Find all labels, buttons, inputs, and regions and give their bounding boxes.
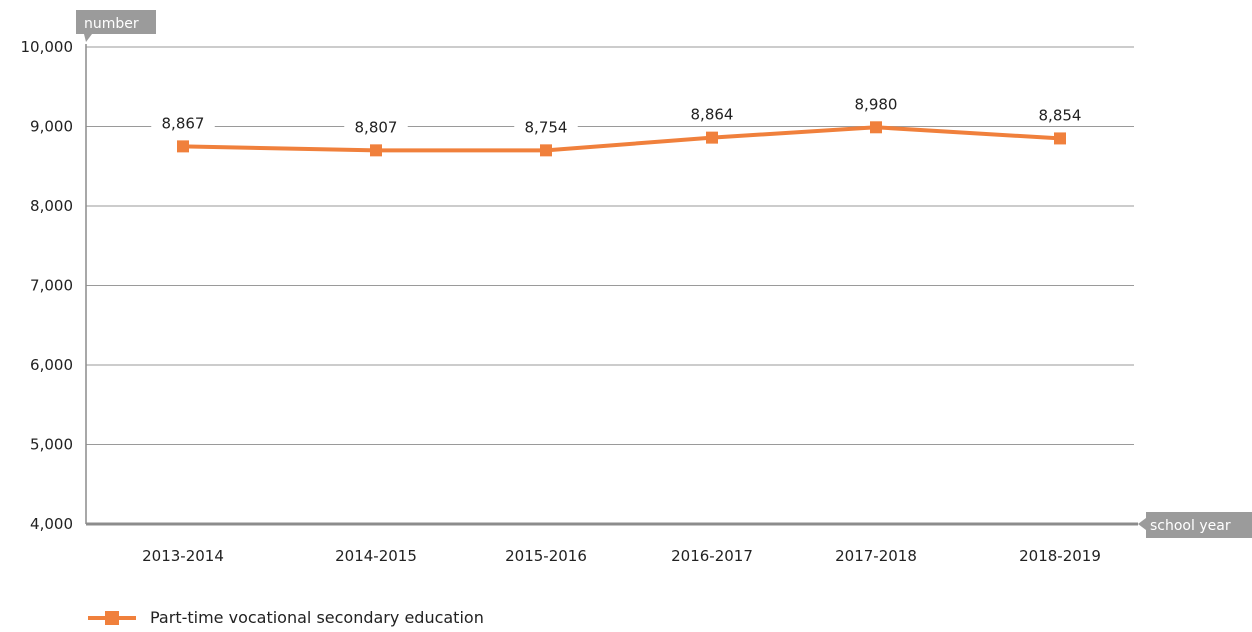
x-tick-label: 2014-2015 bbox=[335, 547, 417, 565]
data-point-marker bbox=[706, 131, 718, 144]
axes bbox=[85, 44, 1138, 526]
x-axis-title-tag: school year bbox=[1138, 512, 1252, 538]
legend-swatch-icon bbox=[88, 610, 136, 625]
y-tick-label: 8,000 bbox=[30, 197, 73, 215]
gridlines bbox=[86, 46, 1134, 445]
data-label: 8,754 bbox=[525, 118, 568, 136]
data-label-background bbox=[844, 92, 908, 115]
series-line bbox=[182, 125, 1061, 153]
data-label: 8,864 bbox=[691, 106, 734, 124]
x-axis-title: school year bbox=[1150, 518, 1231, 534]
data-label-background bbox=[1028, 103, 1092, 126]
legend-label: Part-time vocational secondary education bbox=[150, 608, 484, 627]
y-axis-title-tag: number bbox=[76, 10, 156, 42]
data-label: 8,854 bbox=[1039, 106, 1082, 124]
y-tick-label: 4,000 bbox=[30, 515, 73, 533]
y-tick-label: 5,000 bbox=[30, 436, 73, 454]
data-label: 8,867 bbox=[162, 114, 205, 132]
y-tick-label: 9,000 bbox=[30, 118, 73, 136]
x-tick-label: 2016-2017 bbox=[671, 547, 753, 565]
x-tick-label: 2015-2016 bbox=[505, 547, 587, 565]
x-tick-label: 2017-2018 bbox=[835, 547, 917, 565]
data-label: 8,980 bbox=[855, 95, 898, 113]
y-axis-title: number bbox=[84, 16, 139, 32]
data-point-marker bbox=[1054, 132, 1066, 145]
x-tick-label: 2018-2019 bbox=[1019, 547, 1101, 565]
x-axis-ticks: 2013-2014 2014-2015 2015-2016 2016-2017 2017… bbox=[142, 547, 1101, 565]
data-point-marker bbox=[870, 121, 882, 134]
data-label-background bbox=[514, 115, 578, 138]
y-tick-label: 7,000 bbox=[30, 277, 73, 295]
axis-tags: number school year bbox=[76, 10, 1252, 538]
data-point-marker bbox=[177, 140, 189, 153]
legend: Part-time vocational secondary education bbox=[88, 608, 484, 627]
data-label: 8,807 bbox=[355, 118, 398, 136]
series-layer: 8,867 8,807 8,754 8,864 8,980 8,854 bbox=[151, 92, 1092, 157]
data-label-background bbox=[151, 111, 215, 134]
data-label-background bbox=[344, 115, 408, 138]
y-tick-label: 6,000 bbox=[30, 356, 73, 374]
x-tick-label: 2013-2014 bbox=[142, 547, 224, 565]
data-point-marker bbox=[370, 144, 382, 157]
y-tick-label: 10,000 bbox=[21, 38, 74, 56]
y-axis-ticks: 4,000 5,000 6,000 7,000 8,000 9,000 10,000 bbox=[21, 38, 74, 533]
data-point-marker bbox=[540, 144, 552, 157]
data-label-background bbox=[680, 102, 744, 125]
